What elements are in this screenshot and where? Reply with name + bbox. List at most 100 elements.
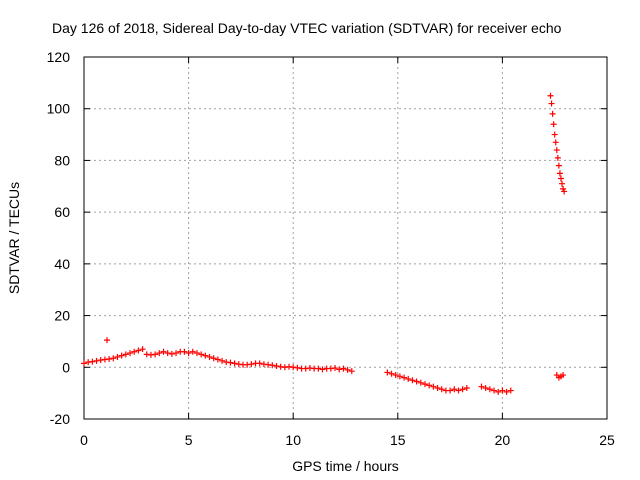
chart-title: Day 126 of 2018, Sidereal Day-to-day VTE…	[52, 20, 562, 36]
data-point	[503, 388, 510, 395]
data-point	[114, 353, 121, 360]
data-point	[156, 350, 163, 357]
data-point	[127, 350, 134, 357]
data-point	[202, 352, 209, 359]
data-point	[430, 383, 437, 390]
data-point	[552, 139, 559, 146]
data-point	[409, 377, 416, 384]
data-point	[315, 365, 322, 372]
x-tick-label: 10	[285, 432, 301, 448]
data-point	[336, 366, 343, 373]
data-point	[93, 357, 100, 364]
x-tick-label: 25	[599, 432, 615, 448]
data-point	[561, 188, 568, 195]
data-point	[413, 378, 420, 385]
data-point	[495, 388, 502, 395]
data-point	[553, 147, 560, 154]
data-point	[560, 372, 567, 379]
data-point	[332, 365, 339, 372]
data-point	[319, 366, 326, 373]
data-point	[181, 348, 188, 355]
data-point	[478, 383, 485, 390]
y-axis-tick-labels: -20 0 20 40 60 80 100 120	[47, 49, 71, 427]
data-point	[392, 372, 399, 379]
data-point	[256, 360, 263, 367]
data-point	[555, 162, 562, 169]
data-point	[348, 368, 355, 375]
data-point	[499, 387, 506, 394]
y-tick-label: 80	[54, 152, 70, 168]
data-point	[551, 131, 558, 138]
data-point	[459, 386, 466, 393]
x-axis-label: GPS time / hours	[292, 458, 399, 474]
data-point	[152, 351, 159, 358]
grid	[84, 57, 607, 419]
data-point	[193, 350, 200, 357]
data-point	[135, 347, 142, 354]
data-point	[248, 361, 255, 368]
data-point	[214, 356, 221, 363]
data-point	[89, 358, 96, 365]
data-point	[482, 384, 489, 391]
data-point	[168, 350, 175, 357]
data-point	[405, 375, 412, 382]
data-point	[206, 353, 213, 360]
data-point	[106, 356, 113, 363]
data-points	[81, 92, 568, 395]
x-tick-label: 20	[495, 432, 511, 448]
data-point	[438, 386, 445, 393]
y-tick-label: 100	[47, 101, 71, 117]
data-point	[421, 381, 428, 388]
x-tick-label: 15	[390, 432, 406, 448]
data-point	[447, 387, 454, 394]
data-point	[491, 387, 498, 394]
y-tick-label: 40	[54, 256, 70, 272]
x-axis-tick-labels: 0 5 10 15 20 25	[80, 432, 615, 448]
data-point	[396, 373, 403, 380]
data-point	[164, 350, 171, 357]
data-point	[486, 386, 493, 393]
data-point	[549, 110, 556, 117]
data-point	[556, 170, 563, 177]
data-point	[294, 364, 301, 371]
data-point	[388, 370, 395, 377]
data-point	[340, 365, 347, 372]
data-point	[131, 348, 138, 355]
data-point	[273, 362, 280, 369]
y-tick-label: 0	[62, 359, 70, 375]
data-point	[434, 384, 441, 391]
data-point	[451, 386, 458, 393]
data-point	[81, 360, 87, 367]
data-point	[548, 100, 555, 107]
data-point	[401, 374, 408, 381]
data-point	[189, 348, 196, 355]
data-point	[426, 382, 433, 389]
plot-frame	[83, 56, 608, 420]
y-tick-label: 120	[47, 49, 71, 65]
data-point	[231, 360, 238, 367]
data-point	[559, 180, 566, 187]
data-point	[122, 351, 129, 358]
data-point	[417, 379, 424, 386]
x-tick-label: 0	[80, 432, 88, 448]
data-point	[455, 387, 462, 394]
data-point	[210, 355, 217, 362]
data-point	[173, 350, 180, 357]
data-point	[160, 348, 167, 355]
data-point	[550, 121, 557, 128]
data-point	[557, 175, 564, 182]
data-point	[219, 357, 226, 364]
y-axis-label: SDTVAR / TECUs	[6, 182, 22, 294]
data-point	[139, 346, 146, 353]
data-point	[547, 92, 554, 99]
data-point	[110, 355, 117, 362]
x-tick-label: 5	[185, 432, 193, 448]
y-tick-label: 60	[54, 204, 70, 220]
y-tick-label: 20	[54, 308, 70, 324]
data-point	[118, 352, 125, 359]
data-point	[104, 337, 111, 344]
data-point	[227, 359, 234, 366]
y-tick-label: -20	[50, 411, 70, 427]
data-point	[198, 351, 205, 358]
